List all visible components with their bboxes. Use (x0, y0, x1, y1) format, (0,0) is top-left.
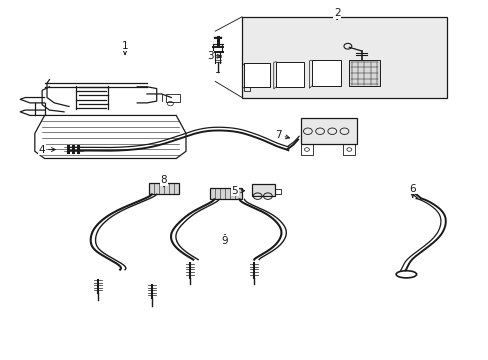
Bar (276, 62, 304, 87)
Text: 4: 4 (39, 144, 55, 154)
Text: 2: 2 (333, 8, 340, 19)
Bar (166, 94, 180, 102)
Bar (311, 60, 340, 86)
Bar (210, 188, 242, 199)
Text: 8: 8 (161, 175, 167, 187)
Text: 3: 3 (206, 51, 221, 61)
Text: 6: 6 (408, 184, 415, 197)
Text: 5: 5 (231, 186, 244, 196)
Text: 1: 1 (122, 41, 128, 54)
Bar (149, 183, 178, 194)
Bar (242, 17, 446, 98)
Bar (348, 60, 379, 86)
Bar (244, 63, 269, 87)
Bar (251, 184, 275, 196)
Text: 9: 9 (221, 235, 228, 246)
Bar (300, 118, 356, 144)
Text: 7: 7 (275, 130, 289, 140)
